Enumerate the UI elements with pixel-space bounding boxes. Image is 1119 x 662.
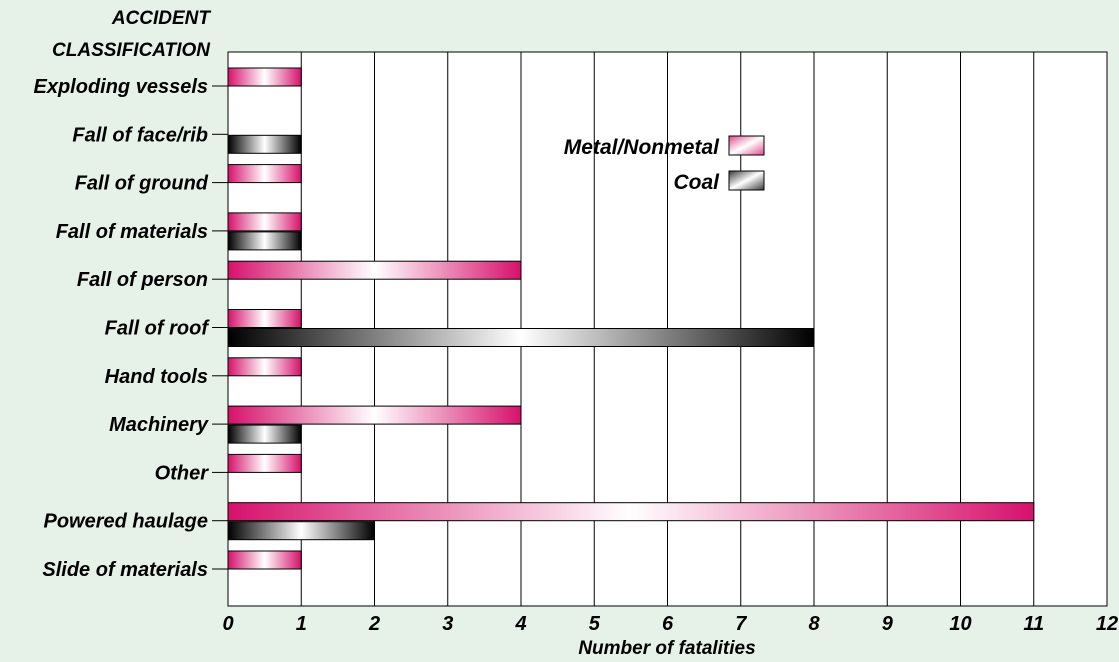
x-tick-label-1: 1 bbox=[296, 613, 307, 635]
category-label-slide-of-materials: Slide of materials bbox=[42, 559, 208, 581]
bar-metal-fall-of-ground bbox=[227, 164, 302, 184]
x-tick-label-11: 11 bbox=[1023, 613, 1044, 635]
bar-metal-hand-tools bbox=[227, 357, 302, 377]
bar-coal-fall-of-roof bbox=[227, 328, 815, 347]
x-tick-label-2: 2 bbox=[368, 613, 380, 635]
bar-metal-slide-of-materials bbox=[227, 550, 302, 570]
y-axis-title-line-1: ACCIDENT bbox=[111, 8, 212, 29]
x-tick-label-7: 7 bbox=[735, 613, 747, 635]
x-tick-label-12: 12 bbox=[1096, 613, 1118, 635]
bar-metal-machinery bbox=[227, 405, 522, 425]
category-label-hand-tools: Hand tools bbox=[105, 366, 208, 388]
x-tick-label-0: 0 bbox=[222, 613, 233, 635]
x-tick-label-8: 8 bbox=[808, 613, 820, 635]
x-tick-label-3: 3 bbox=[442, 613, 453, 635]
legend: Metal/Nonmetal Coal bbox=[564, 135, 765, 194]
x-tick-label-6: 6 bbox=[662, 613, 674, 635]
category-ticks bbox=[212, 85, 228, 570]
bar-coal-machinery bbox=[227, 424, 302, 444]
legend-label-coal: Coal bbox=[673, 171, 720, 194]
bar-metal-fall-of-roof bbox=[227, 309, 302, 328]
x-tick-label-4: 4 bbox=[514, 613, 526, 635]
category-labels: Exploding vessels Fall of face/rib Fall of… bbox=[33, 76, 210, 581]
bar-coal-fall-of-face-rib bbox=[227, 134, 302, 154]
legend-swatch-metal bbox=[728, 135, 765, 156]
x-tick-label-9: 9 bbox=[882, 613, 894, 635]
legend-swatch-coal bbox=[728, 170, 765, 191]
bar-coal-fall-of-materials bbox=[227, 231, 302, 251]
category-label-fall-of-roof: Fall of roof bbox=[105, 318, 211, 340]
category-label-other: Other bbox=[155, 462, 210, 484]
category-label-powered-haulage: Powered haulage bbox=[44, 511, 209, 533]
bar-metal-other bbox=[227, 453, 302, 473]
bar-metal-fall-of-person bbox=[227, 260, 522, 280]
bar-metal-exploding-vessels bbox=[227, 67, 302, 87]
x-tick-label-5: 5 bbox=[589, 613, 601, 635]
y-axis-title-line-2: CLASSIFICATION bbox=[52, 40, 211, 61]
category-label-machinery: Machinery bbox=[109, 414, 209, 436]
category-label-exploding-vessels: Exploding vessels bbox=[33, 76, 208, 98]
category-label-fall-of-ground: Fall of ground bbox=[75, 173, 209, 195]
bar-metal-powered-haulage bbox=[227, 502, 1035, 522]
category-label-fall-of-face-rib: Fall of face/rib bbox=[72, 124, 208, 146]
x-tick-label-10: 10 bbox=[949, 613, 971, 635]
legend-label-metal: Metal/Nonmetal bbox=[564, 136, 720, 159]
bar-coal-powered-haulage bbox=[227, 521, 375, 541]
bars bbox=[227, 67, 1035, 570]
category-label-fall-of-materials: Fall of materials bbox=[56, 221, 208, 243]
category-label-fall-of-person: Fall of person bbox=[77, 269, 208, 291]
bar-metal-fall-of-materials bbox=[227, 212, 302, 232]
x-tick-labels: 0 1 2 3 4 5 6 7 8 9 10 11 12 bbox=[222, 613, 1118, 635]
x-axis-title: Number of fatalities bbox=[578, 638, 755, 659]
